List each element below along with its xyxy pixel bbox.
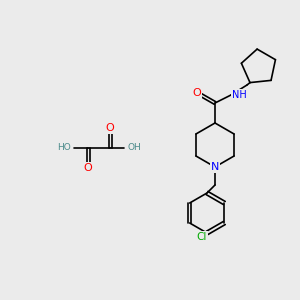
Text: O: O	[193, 88, 201, 98]
Text: N: N	[211, 162, 219, 172]
Text: OH: OH	[127, 143, 141, 152]
Text: O: O	[106, 123, 114, 133]
Text: HO: HO	[57, 143, 71, 152]
Text: Cl: Cl	[197, 232, 207, 242]
Text: NH: NH	[232, 90, 246, 100]
Text: O: O	[84, 163, 92, 173]
